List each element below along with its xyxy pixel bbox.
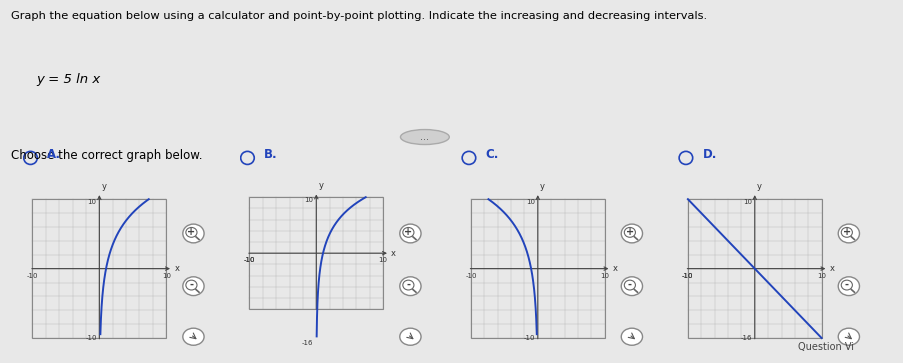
- Text: +: +: [625, 227, 633, 237]
- Text: 10: 10: [526, 199, 535, 205]
- Circle shape: [182, 277, 204, 295]
- Text: Question Vi: Question Vi: [797, 342, 853, 352]
- Text: 10: 10: [742, 199, 751, 205]
- Circle shape: [841, 228, 852, 237]
- Text: B.: B.: [264, 148, 277, 161]
- Text: y = 5 ln x: y = 5 ln x: [36, 73, 100, 86]
- Text: +: +: [404, 227, 412, 237]
- Text: -10: -10: [523, 335, 535, 341]
- Text: -10: -10: [465, 273, 476, 280]
- Text: y: y: [101, 182, 107, 191]
- Text: -10: -10: [27, 273, 38, 280]
- Circle shape: [182, 224, 204, 243]
- Circle shape: [624, 228, 635, 237]
- Text: x: x: [829, 264, 833, 273]
- Bar: [470, 199, 604, 338]
- Ellipse shape: [400, 130, 449, 144]
- Text: 10: 10: [88, 199, 97, 205]
- Text: x: x: [174, 264, 179, 273]
- Circle shape: [186, 228, 197, 237]
- Circle shape: [399, 277, 421, 295]
- Text: 10: 10: [816, 273, 825, 280]
- Text: -10: -10: [244, 257, 255, 263]
- Text: x: x: [391, 249, 396, 258]
- Circle shape: [841, 280, 852, 290]
- Circle shape: [186, 280, 197, 290]
- Text: -: -: [406, 280, 410, 290]
- Text: Graph the equation below using a calculator and point-by-point plotting. Indicat: Graph the equation below using a calcula…: [11, 11, 706, 21]
- Text: 10: 10: [162, 273, 171, 280]
- Text: -16: -16: [302, 340, 313, 346]
- Text: x: x: [612, 264, 617, 273]
- Circle shape: [399, 328, 421, 345]
- Bar: [33, 199, 166, 338]
- Text: A.: A.: [47, 148, 61, 161]
- Circle shape: [403, 280, 414, 290]
- Text: -: -: [628, 280, 631, 290]
- Text: -: -: [844, 280, 848, 290]
- Text: 10: 10: [304, 197, 313, 203]
- Text: 10: 10: [600, 273, 609, 280]
- Text: -10: -10: [682, 273, 693, 280]
- Text: y: y: [539, 182, 545, 191]
- Text: D.: D.: [702, 148, 716, 161]
- Circle shape: [837, 328, 859, 345]
- Text: -10: -10: [682, 273, 693, 280]
- Circle shape: [620, 328, 642, 345]
- Text: y: y: [756, 182, 761, 191]
- Circle shape: [620, 224, 642, 243]
- Bar: [687, 199, 821, 338]
- Circle shape: [624, 280, 635, 290]
- Text: -: -: [190, 280, 193, 290]
- Text: -10: -10: [244, 257, 255, 263]
- Circle shape: [837, 224, 859, 243]
- Text: 10: 10: [378, 257, 387, 263]
- Bar: [249, 197, 383, 309]
- Text: y: y: [318, 182, 323, 191]
- Text: +: +: [842, 227, 850, 237]
- Text: +: +: [187, 227, 195, 237]
- Text: -10: -10: [85, 335, 97, 341]
- Circle shape: [403, 228, 414, 237]
- Circle shape: [182, 328, 204, 345]
- Circle shape: [620, 277, 642, 295]
- Text: -16: -16: [740, 335, 751, 341]
- Text: Choose the correct graph below.: Choose the correct graph below.: [11, 149, 202, 162]
- Text: C.: C.: [485, 148, 498, 161]
- Text: ...: ...: [420, 132, 429, 142]
- Circle shape: [399, 224, 421, 243]
- Circle shape: [837, 277, 859, 295]
